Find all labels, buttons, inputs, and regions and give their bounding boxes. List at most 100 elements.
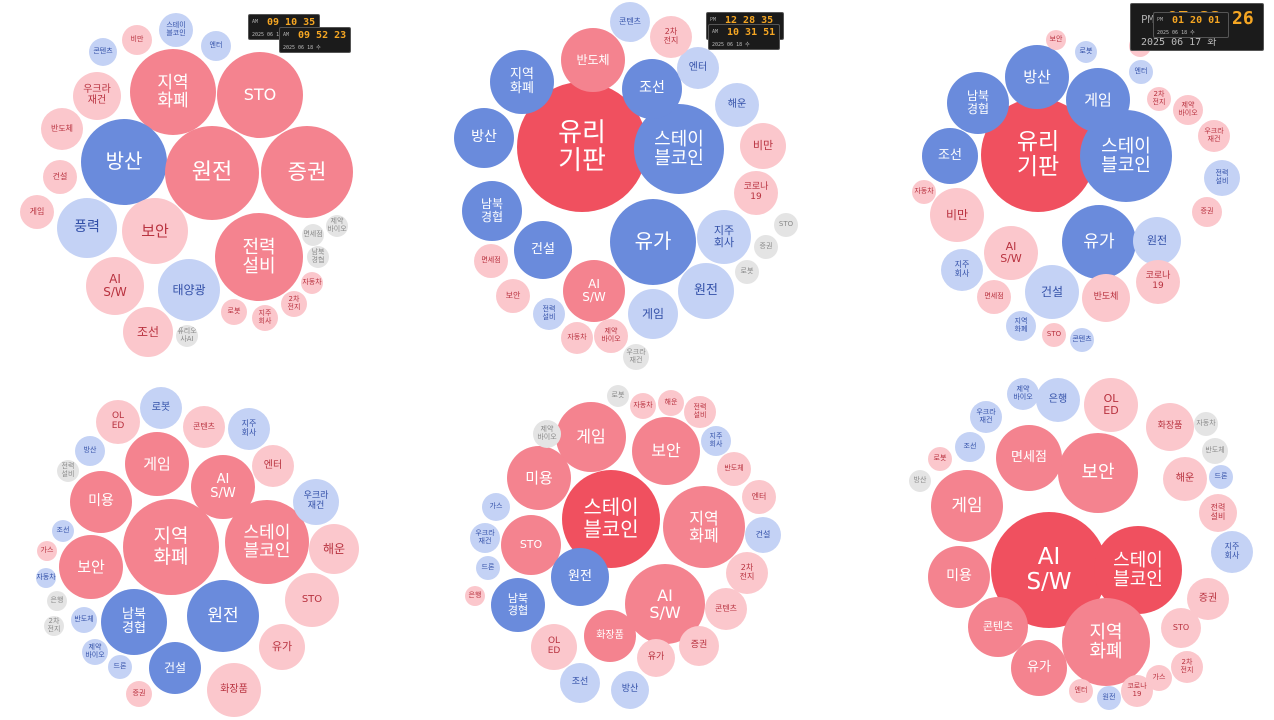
bubble-로봇[interactable]: 로봇 xyxy=(735,260,759,284)
bubble-ai-s-w[interactable]: AI S/W xyxy=(86,257,144,315)
bubble-자동차[interactable]: 자동차 xyxy=(561,322,593,354)
bubble-2차-전지[interactable]: 2차 전지 xyxy=(281,291,307,317)
bubble-지주-회사[interactable]: 지주 회사 xyxy=(1211,531,1253,573)
bubble-비만[interactable]: 비만 xyxy=(122,25,152,55)
bubble-전력-설비[interactable]: 전력 설비 xyxy=(1199,494,1237,532)
bubble-코로나-19[interactable]: 코로나 19 xyxy=(1136,260,1180,304)
bubble-자동차[interactable]: 자동차 xyxy=(912,180,936,204)
bubble-전력-설비[interactable]: 전력 설비 xyxy=(1204,160,1240,196)
bubble-원전[interactable]: 원전 xyxy=(187,580,259,652)
bubble-유가[interactable]: 유가 xyxy=(1011,640,1067,696)
bubble-게임[interactable]: 게임 xyxy=(628,289,678,339)
bubble-ol-ed[interactable]: OL ED xyxy=(1084,378,1138,432)
bubble-가스[interactable]: 가스 xyxy=(1146,665,1172,691)
bubble-방산[interactable]: 방산 xyxy=(75,436,105,466)
bubble-자동차[interactable]: 자동차 xyxy=(630,393,656,419)
bubble-방산[interactable]: 방산 xyxy=(454,108,514,168)
bubble-비만[interactable]: 비만 xyxy=(740,123,786,169)
bubble-2차-전지[interactable]: 2차 전지 xyxy=(44,616,64,636)
bubble-전력-설비[interactable]: 전력 설비 xyxy=(57,460,79,482)
bubble-우크라-재건[interactable]: 우크라 재건 xyxy=(293,479,339,525)
bubble-반도체[interactable]: 반도체 xyxy=(71,607,97,633)
bubble-로봇[interactable]: 로봇 xyxy=(140,387,182,429)
bubble-로봇[interactable]: 로봇 xyxy=(1075,41,1097,63)
bubble-게임[interactable]: 게임 xyxy=(125,432,189,496)
bubble-건설[interactable]: 건설 xyxy=(1025,265,1079,319)
bubble-조선[interactable]: 조선 xyxy=(123,307,173,357)
bubble-태양광[interactable]: 태양광 xyxy=(158,259,220,321)
bubble-보안[interactable]: 보안 xyxy=(632,417,700,485)
bubble-게임[interactable]: 게임 xyxy=(20,195,54,229)
bubble-조선[interactable]: 조선 xyxy=(560,663,600,703)
bubble-제약-바이오[interactable]: 제약 바이오 xyxy=(326,215,348,237)
bubble-ol-ed[interactable]: OL ED xyxy=(96,400,140,444)
bubble-우크라-재건[interactable]: 우크라 재건 xyxy=(470,523,500,553)
bubble-유가[interactable]: 유가 xyxy=(1062,205,1136,279)
bubble-반도체[interactable]: 반도체 xyxy=(1202,438,1228,464)
bubble-화장품[interactable]: 화장품 xyxy=(584,610,636,662)
bubble-방산[interactable]: 방산 xyxy=(1005,45,1069,109)
bubble-지역-화폐[interactable]: 지역 화폐 xyxy=(130,49,216,135)
bubble-로봇[interactable]: 로봇 xyxy=(607,385,629,407)
bubble-해운[interactable]: 해운 xyxy=(309,524,359,574)
bubble-제약-바이오[interactable]: 제약 바이오 xyxy=(82,639,108,665)
bubble-지역-화폐[interactable]: 지역 화폐 xyxy=(1006,311,1036,341)
bubble-콘텐츠[interactable]: 콘텐츠 xyxy=(705,588,747,630)
bubble-ai-s-w[interactable]: AI S/W xyxy=(563,260,625,322)
bubble-지역-화폐[interactable]: 지역 화폐 xyxy=(1062,598,1150,686)
bubble-우크라-재건[interactable]: 우크라 재건 xyxy=(623,344,649,370)
bubble-비만[interactable]: 비만 xyxy=(930,188,984,242)
bubble-증권[interactable]: 증권 xyxy=(679,626,719,666)
bubble-sto[interactable]: STO xyxy=(1161,608,1201,648)
bubble-지역-화폐[interactable]: 지역 화폐 xyxy=(663,486,745,568)
bubble-미용[interactable]: 미용 xyxy=(70,471,132,533)
bubble-미용[interactable]: 미용 xyxy=(928,546,990,608)
bubble-콘텐츠[interactable]: 콘텐츠 xyxy=(968,597,1028,657)
bubble-콘텐츠[interactable]: 콘텐츠 xyxy=(183,406,225,448)
bubble-증권[interactable]: 증권 xyxy=(261,126,353,218)
bubble-게임[interactable]: 게임 xyxy=(931,470,1003,542)
bubble-지주-회사[interactable]: 지주 회사 xyxy=(228,408,270,450)
bubble-가스[interactable]: 가스 xyxy=(37,541,57,561)
bubble-유가[interactable]: 유가 xyxy=(637,639,675,677)
bubble-엔터[interactable]: 엔터 xyxy=(1129,60,1153,84)
bubble-sto[interactable]: STO xyxy=(285,573,339,627)
bubble-면세점[interactable]: 면세점 xyxy=(977,280,1011,314)
bubble-로봇[interactable]: 로봇 xyxy=(221,299,247,325)
bubble-2차-전지[interactable]: 2차 전지 xyxy=(726,552,768,594)
bubble-보안[interactable]: 보안 xyxy=(122,198,188,264)
bubble-조선[interactable]: 조선 xyxy=(955,432,985,462)
bubble-반도체[interactable]: 반도체 xyxy=(561,28,625,92)
bubble-건설[interactable]: 건설 xyxy=(149,642,201,694)
bubble-sto[interactable]: STO xyxy=(1042,323,1066,347)
bubble-증권[interactable]: 증권 xyxy=(1192,197,1222,227)
bubble-게임[interactable]: 게임 xyxy=(1066,68,1130,132)
bubble-남북-경협[interactable]: 남북 경협 xyxy=(491,578,545,632)
bubble-2차-전지[interactable]: 2차 전지 xyxy=(650,16,692,58)
bubble-면세점[interactable]: 면세점 xyxy=(302,224,324,246)
bubble-ai-s-w[interactable]: AI S/W xyxy=(191,455,255,519)
bubble-지주-회사[interactable]: 지주 회사 xyxy=(252,305,278,331)
bubble-지역-화폐[interactable]: 지역 화폐 xyxy=(123,499,219,595)
bubble-지역-화폐[interactable]: 지역 화폐 xyxy=(490,50,554,114)
bubble-방산[interactable]: 방산 xyxy=(81,119,167,205)
bubble-보안[interactable]: 보안 xyxy=(1058,433,1138,513)
bubble-건설[interactable]: 건설 xyxy=(43,160,77,194)
bubble-자동차[interactable]: 자동차 xyxy=(36,568,56,588)
bubble-드론[interactable]: 드론 xyxy=(476,556,500,580)
bubble-조선[interactable]: 조선 xyxy=(922,128,978,184)
bubble-유가[interactable]: 유가 xyxy=(610,199,696,285)
bubble-우크라-재건[interactable]: 우크라 재건 xyxy=(1198,120,1230,152)
bubble-엔터[interactable]: 엔터 xyxy=(677,47,719,89)
bubble-sto[interactable]: STO xyxy=(501,515,561,575)
bubble-반도체[interactable]: 반도체 xyxy=(1082,274,1130,322)
bubble-제약-바이오[interactable]: 제약 바이오 xyxy=(594,319,628,353)
bubble-보안[interactable]: 보안 xyxy=(496,279,530,313)
bubble-제약-바이오[interactable]: 제약 바이오 xyxy=(1007,378,1039,410)
bubble-콘텐츠[interactable]: 콘텐츠 xyxy=(89,38,117,66)
bubble-퓨리오-사ai[interactable]: 퓨리오 사AI xyxy=(176,325,198,347)
bubble-미용[interactable]: 미용 xyxy=(507,446,571,510)
bubble-건설[interactable]: 건설 xyxy=(745,517,781,553)
bubble-로봇[interactable]: 로봇 xyxy=(928,447,952,471)
bubble-콘텐츠[interactable]: 콘텐츠 xyxy=(610,2,650,42)
